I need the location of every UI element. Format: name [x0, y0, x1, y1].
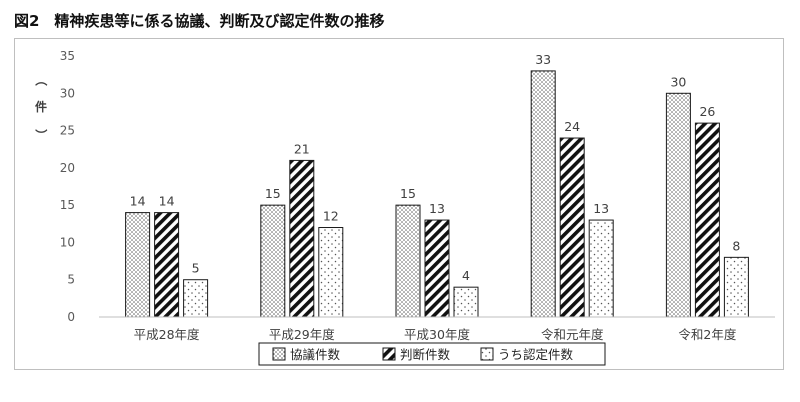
legend-box	[258, 342, 606, 366]
x-tick-label: 令和元年度	[541, 327, 604, 342]
data-label: 15	[400, 186, 416, 201]
x-tick-label: 平成29年度	[269, 327, 335, 342]
data-label: 21	[294, 141, 310, 156]
legend-swatch	[480, 347, 494, 361]
legend-label: 協議件数	[290, 347, 341, 362]
legend-label: 判断件数	[400, 347, 451, 362]
figure-title: 図2 精神疾患等に係る協議、判断及び認定件数の推移	[14, 12, 385, 30]
data-label: 13	[593, 201, 609, 216]
data-label: 15	[265, 186, 281, 201]
x-tick-label: 平成30年度	[404, 327, 470, 342]
data-label: 14	[130, 194, 146, 209]
y-axis-label-char: （	[34, 74, 49, 86]
data-label: 4	[462, 268, 470, 283]
bar	[453, 286, 479, 318]
bar	[723, 256, 749, 318]
y-tick-label: 20	[60, 161, 75, 175]
data-label: 33	[535, 52, 551, 67]
data-label: 8	[732, 238, 740, 253]
legend-swatch	[272, 347, 286, 361]
bar	[530, 70, 556, 318]
bar	[395, 204, 421, 318]
data-label: 24	[564, 119, 580, 134]
bar	[559, 137, 585, 318]
y-tick-label: 5	[67, 273, 75, 287]
bar	[665, 92, 691, 318]
y-axis-label: （ 件 ）	[34, 74, 49, 141]
y-tick-label: 15	[60, 198, 75, 212]
y-tick-label: 25	[60, 124, 75, 138]
legend-label: うち認定件数	[498, 347, 574, 362]
y-tick-label: 0	[67, 310, 75, 324]
y-tick-label: 35	[60, 49, 75, 63]
bar	[260, 204, 286, 318]
data-label: 12	[323, 209, 339, 224]
x-tick-label: 平成28年度	[134, 327, 200, 342]
bar	[318, 227, 344, 318]
x-tick-label: 令和2年度	[678, 327, 736, 342]
category-labels: 平成28年度 平成29年度 平成30年度 令和元年度 令和2年度	[134, 327, 737, 342]
y-axis-label-char: 件	[35, 99, 47, 114]
bar	[183, 279, 209, 318]
bar	[588, 219, 614, 318]
y-axis: 0 5 10 15 20 25 30 35	[60, 49, 75, 324]
data-label: 13	[429, 201, 445, 216]
bar	[125, 212, 151, 318]
data-label: 30	[670, 74, 686, 89]
y-tick-label: 30	[60, 86, 75, 100]
chart-frame: 0 5 10 15 20 25 30 35 （件） 14 14 5 15 21 12 15 13 4 33 24 1…	[14, 38, 784, 370]
data-label: 5	[192, 261, 200, 276]
y-axis-label-char: ）	[34, 129, 49, 141]
data-label: 26	[699, 104, 715, 119]
y-tick-label: 10	[60, 235, 75, 249]
legend: 協議件数 判断件数 うち認定件数	[258, 342, 606, 366]
legend-swatch	[382, 347, 396, 361]
bar	[154, 212, 180, 318]
data-label: 14	[159, 194, 175, 209]
bar	[289, 159, 315, 318]
bar	[694, 122, 720, 318]
bar	[424, 219, 450, 318]
bars: 14 14 5 15 21 12 15 13 4 33 24 13 30 26 8	[125, 52, 749, 318]
